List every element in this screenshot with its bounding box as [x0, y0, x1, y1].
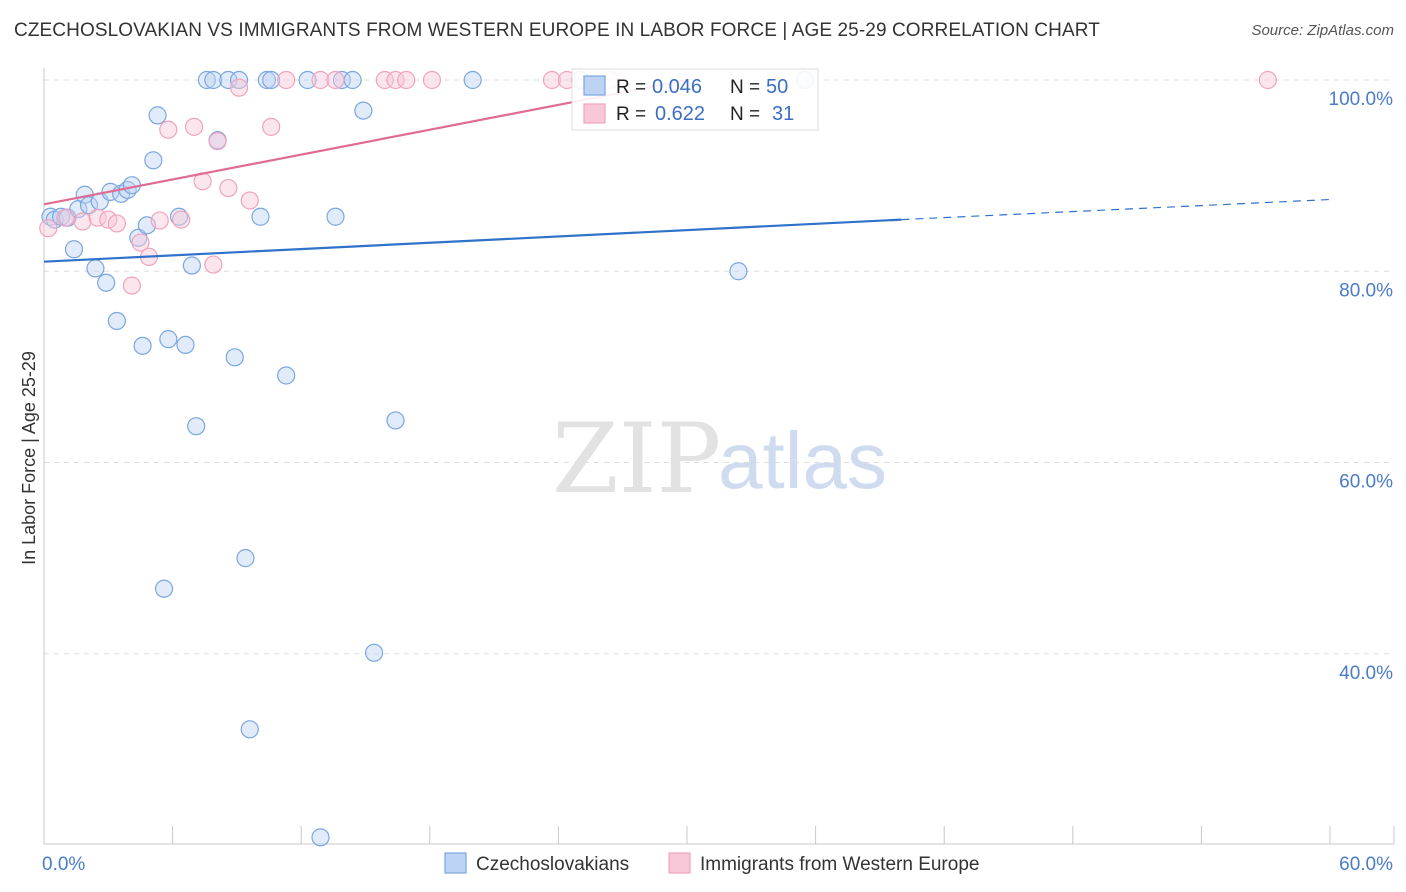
point-czech-24 — [176, 335, 195, 354]
y-tick-label-1: 80.0% — [1339, 280, 1393, 301]
point-czech-22 — [159, 330, 178, 349]
stats-r-label-czech: R = — [616, 77, 646, 98]
point-western-2 — [73, 212, 92, 231]
point-czech-45 — [364, 643, 384, 662]
point-czech-47 — [463, 70, 482, 90]
legend-label-western: Immigrants from Western Europe — [700, 854, 979, 875]
point-western-14 — [204, 255, 223, 274]
point-western-16 — [219, 178, 238, 198]
point-western-10 — [159, 120, 178, 139]
point-western-1 — [56, 208, 75, 227]
point-czech-38 — [277, 366, 296, 385]
x-tick-label-0: 0.0% — [42, 854, 85, 875]
stats-n-value-czech: 50 — [766, 76, 788, 98]
y-tick-label-3: 40.0% — [1339, 663, 1393, 684]
point-czech-8 — [86, 259, 105, 278]
bottom-legend: Czechoslovakians Immigrants from Western… — [444, 852, 979, 875]
point-czech-28 — [204, 70, 223, 90]
point-western-6 — [122, 276, 141, 295]
x-tick-label-1: 60.0% — [1339, 854, 1393, 875]
point-western-18 — [240, 191, 259, 210]
point-western-11 — [172, 210, 191, 229]
data-points — [39, 70, 1277, 847]
watermark-zip: ZIP — [552, 403, 721, 515]
legend-swatch-western — [668, 852, 691, 874]
watermark: ZIP atlas — [552, 403, 887, 515]
y-tick-labels: 100.0% 80.0% 60.0% 40.0% — [1329, 89, 1394, 684]
watermark-atlas: atlas — [718, 416, 887, 505]
point-czech-4 — [64, 240, 84, 259]
point-czech-44 — [354, 101, 373, 120]
stats-r-label-western: R = — [616, 104, 646, 125]
point-czech-7 — [79, 196, 99, 215]
point-western-4 — [99, 210, 118, 229]
point-western-30 — [1258, 70, 1277, 90]
point-czech-39 — [298, 70, 317, 90]
point-czech-46 — [386, 411, 405, 430]
trend-line-czech-extension — [901, 198, 1331, 221]
point-czech-43 — [343, 70, 362, 90]
point-western-9 — [150, 211, 169, 230]
stats-n-value-western: 31 — [772, 103, 794, 125]
point-western-24 — [386, 70, 405, 90]
stats-swatch-western — [583, 103, 606, 124]
point-czech-20 — [148, 106, 167, 125]
stats-n-label-czech: N = — [730, 77, 760, 98]
x-tick-labels: 0.0% 60.0% — [42, 854, 1393, 875]
point-czech-41 — [326, 207, 345, 226]
point-western-26 — [422, 70, 442, 90]
point-czech-34 — [240, 720, 259, 739]
y-axis-label: In Labor Force | Age 25-29 — [19, 351, 39, 565]
point-western-19 — [262, 117, 281, 136]
chart-title: CZECHOSLOVAKIAN VS IMMIGRANTS FROM WESTE… — [14, 20, 1100, 41]
point-western-15 — [208, 132, 227, 151]
point-western-20 — [277, 70, 296, 90]
x-ticks — [43, 826, 1395, 844]
point-czech-12 — [107, 311, 126, 331]
stats-legend-box — [571, 68, 819, 131]
point-western-27 — [542, 70, 562, 90]
y-tick-label-2: 60.0% — [1339, 472, 1393, 493]
source-label: Source: ZipAtlas.com — [1251, 22, 1394, 39]
point-czech-27 — [197, 70, 216, 90]
y-tick-label-0: 100.0% — [1329, 89, 1394, 110]
point-czech-23 — [169, 207, 189, 226]
point-western-5 — [107, 214, 126, 233]
stats-n-label-western: N = — [730, 104, 760, 125]
point-western-22 — [326, 70, 345, 90]
point-czech-42 — [332, 70, 352, 90]
stats-r-value-czech: 0.046 — [652, 76, 702, 98]
point-czech-37 — [262, 70, 281, 90]
point-western-0 — [39, 219, 58, 238]
stats-legend: R = 0.046 N = 50 R = 0.622 N = 31 — [571, 68, 819, 131]
legend-swatch-czech — [444, 852, 467, 874]
point-czech-36 — [257, 70, 277, 90]
point-western-25 — [397, 70, 416, 90]
point-western-12 — [184, 117, 204, 136]
point-czech-21 — [154, 579, 174, 598]
point-czech-19 — [144, 151, 163, 170]
stats-swatch-czech — [583, 75, 606, 96]
point-czech-33 — [236, 549, 255, 568]
point-czech-32 — [229, 70, 249, 90]
point-czech-49 — [729, 262, 748, 281]
trend-line-czech — [43, 218, 902, 263]
point-western-23 — [375, 70, 394, 90]
point-czech-10 — [97, 273, 116, 292]
point-czech-40 — [311, 828, 330, 847]
point-czech-25 — [182, 256, 201, 275]
axes — [43, 68, 1394, 845]
point-western-21 — [311, 70, 330, 90]
point-czech-17 — [133, 336, 152, 355]
point-western-17 — [229, 78, 249, 97]
stats-r-value-western: 0.622 — [655, 103, 705, 125]
point-czech-26 — [187, 417, 206, 436]
point-czech-31 — [225, 348, 244, 367]
point-western-7 — [131, 233, 150, 252]
point-czech-35 — [251, 207, 270, 226]
legend-label-czech: Czechoslovakians — [476, 854, 629, 875]
